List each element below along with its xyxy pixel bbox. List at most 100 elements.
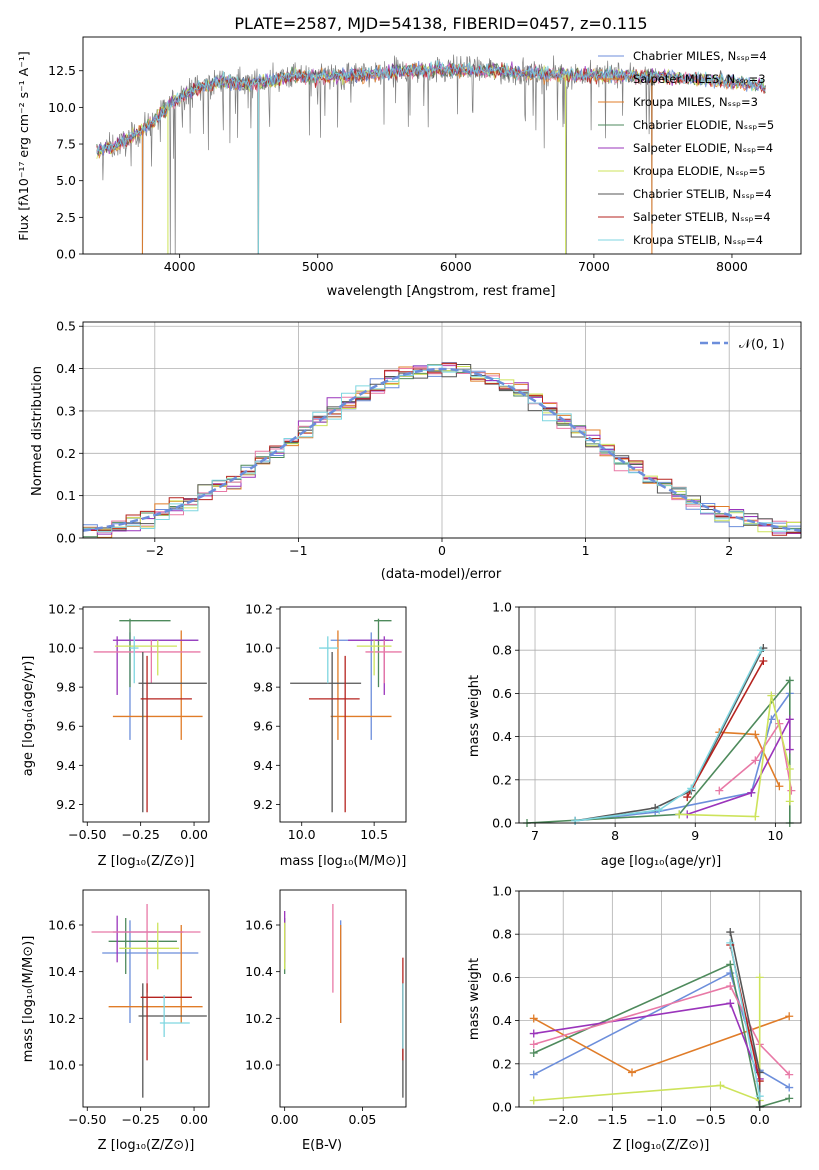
massweight-marker <box>726 928 735 937</box>
y-tick-label: 0.0 <box>492 816 512 831</box>
y-tick-label: 0.3 <box>56 403 76 418</box>
massweight-line <box>719 731 781 787</box>
axes-frame <box>82 606 210 823</box>
axes-frame <box>279 889 407 1108</box>
massweight-line <box>574 649 762 822</box>
massweight-vs-Z-panel: Z [log₁₀(Z/Z⊙)] mass weight −2.0 −1.5 −1.0… <box>467 884 802 1153</box>
massweight-vs-age-ylabel: mass weight <box>467 675 482 757</box>
y-tick-label: 0.2 <box>56 446 76 461</box>
spectrum-xlabel: wavelength [Angstrom, rest frame] <box>327 284 556 299</box>
x-tick-label: −2 <box>146 543 164 558</box>
y-tick-label: 0.0 <box>492 1100 512 1115</box>
y-tick-label: 0.8 <box>492 927 512 942</box>
massweight-marker <box>675 810 684 819</box>
y-tick-label: 9.8 <box>56 680 76 695</box>
massweight-marker <box>785 765 794 773</box>
age-vs-Z-panel: Z [log₁₀(Z/Z⊙)] age [log₁₀(age/yr)] −0.5… <box>21 601 210 869</box>
y-tick-label: 9.4 <box>253 758 273 773</box>
massweight-marker <box>726 938 735 947</box>
massweight-vs-Z-ylabel: mass weight <box>467 958 482 1040</box>
age-vs-mass-xlabel: mass [log₁₀(M/M⊙)] <box>280 854 407 869</box>
massweight-line <box>729 942 761 1097</box>
x-tick-label: −0.50 <box>68 827 106 842</box>
massweight-line <box>718 721 793 792</box>
residuals-ylabel: Normed distribution <box>30 366 45 496</box>
legend-label: Kroupa ELODIE, Nₛₛₚ=5 <box>633 164 766 178</box>
y-tick-label: 0.8 <box>492 643 512 658</box>
legend-label: Salpeter MILES, Nₛₛₚ=3 <box>633 72 766 86</box>
axes-frame <box>82 36 802 255</box>
x-tick-label: 10.5 <box>360 827 388 842</box>
x-tick-label: 0 <box>438 543 446 558</box>
axes-frame <box>518 606 802 824</box>
massweight-marker <box>726 982 735 991</box>
x-tick-label: −0.25 <box>122 1112 160 1127</box>
x-tick-label: −1 <box>289 543 307 558</box>
massweight-marker <box>529 1049 538 1057</box>
massweight-marker <box>767 691 776 700</box>
y-tick-label: 5.0 <box>56 173 76 188</box>
mass-vs-Z-panel: Z [log₁₀(Z/Z⊙)] mass [log₁₀(M/M⊙)] −0.50… <box>21 889 210 1153</box>
age-vs-Z-xlabel: Z [log₁₀(Z/Z⊙)] <box>98 854 195 869</box>
x-tick-label: 8000 <box>716 259 748 274</box>
massweight-marker <box>529 1096 538 1105</box>
residuals-xlabel: (data-model)/error <box>381 567 502 582</box>
massweight-marker <box>785 1070 794 1079</box>
legend-label: Salpeter STELIB, Nₛₛₚ=4 <box>633 210 771 224</box>
massweight-marker <box>756 646 765 655</box>
legend-label: Chabrier MILES, Nₛₛₚ=4 <box>633 49 767 63</box>
y-tick-label: 0.2 <box>492 1056 512 1071</box>
massweight-line <box>533 977 761 1102</box>
y-tick-label: 10.2 <box>48 1011 76 1026</box>
y-tick-label: 10.0 <box>245 1058 273 1073</box>
y-tick-label: 10.2 <box>48 601 76 616</box>
y-tick-label: 0.0 <box>56 531 76 546</box>
residual-histogram <box>82 364 801 538</box>
mass-vs-EBV-xlabel: E(B-V) <box>302 1138 342 1153</box>
mass-vs-Z-ylabel: mass [log₁₀(M/M⊙)] <box>21 936 36 1063</box>
x-tick-label: 7000 <box>578 259 610 274</box>
massweight-marker <box>687 784 696 793</box>
massweight-marker <box>751 730 760 739</box>
axes-frame <box>279 606 407 823</box>
y-tick-label: 0.5 <box>56 319 76 334</box>
y-tick-label: 0.2 <box>492 772 512 787</box>
x-tick-label: 2 <box>725 543 733 558</box>
x-tick-label: 4000 <box>164 259 196 274</box>
y-tick-label: 0.4 <box>492 1013 512 1028</box>
y-tick-label: 10.2 <box>245 1011 273 1026</box>
y-tick-label: 10.0 <box>48 641 76 656</box>
massweight-line <box>686 718 791 816</box>
massweight-marker <box>755 1092 764 1101</box>
y-tick-label: 12.5 <box>48 63 76 78</box>
massweight-marker <box>785 797 794 806</box>
massweight-marker <box>715 786 724 795</box>
massweight-vs-Z-xlabel: Z [log₁₀(Z/Z⊙)] <box>613 1138 710 1153</box>
y-tick-label: 9.4 <box>56 758 76 773</box>
y-tick-label: 0.6 <box>492 686 512 701</box>
x-tick-label: 10.0 <box>288 827 316 842</box>
x-tick-label: 0.00 <box>180 1112 208 1127</box>
massweight-marker <box>785 715 794 724</box>
massweight-marker <box>627 1068 636 1077</box>
massweight-marker <box>787 786 796 795</box>
y-tick-label: 0.0 <box>56 247 76 262</box>
x-tick-label: −0.25 <box>122 827 160 842</box>
spectrum-title: PLATE=2587, MJD=54138, FIBERID=0457, z=0… <box>234 14 647 33</box>
spectrum-model-line <box>96 61 766 156</box>
axes-frame <box>82 889 210 1108</box>
y-tick-label: 10.2 <box>245 601 273 616</box>
spectrum-panel: PLATE=2587, MJD=54138, FIBERID=0457, z=0… <box>16 14 802 299</box>
massweight-marker <box>571 816 580 825</box>
massweight-marker <box>785 1083 794 1092</box>
massweight-marker <box>529 1014 538 1023</box>
legend-label: 𝒩(0, 1) <box>739 336 785 351</box>
massweight-line <box>533 963 790 1109</box>
x-tick-label: −2.0 <box>548 1112 578 1127</box>
x-tick-label: 5000 <box>302 259 334 274</box>
massweight-marker <box>683 793 692 802</box>
massweight-marker <box>785 676 794 685</box>
y-tick-label: 9.6 <box>56 719 76 734</box>
x-tick-label: −0.50 <box>68 1112 106 1127</box>
spectrum-data-line <box>96 54 657 254</box>
